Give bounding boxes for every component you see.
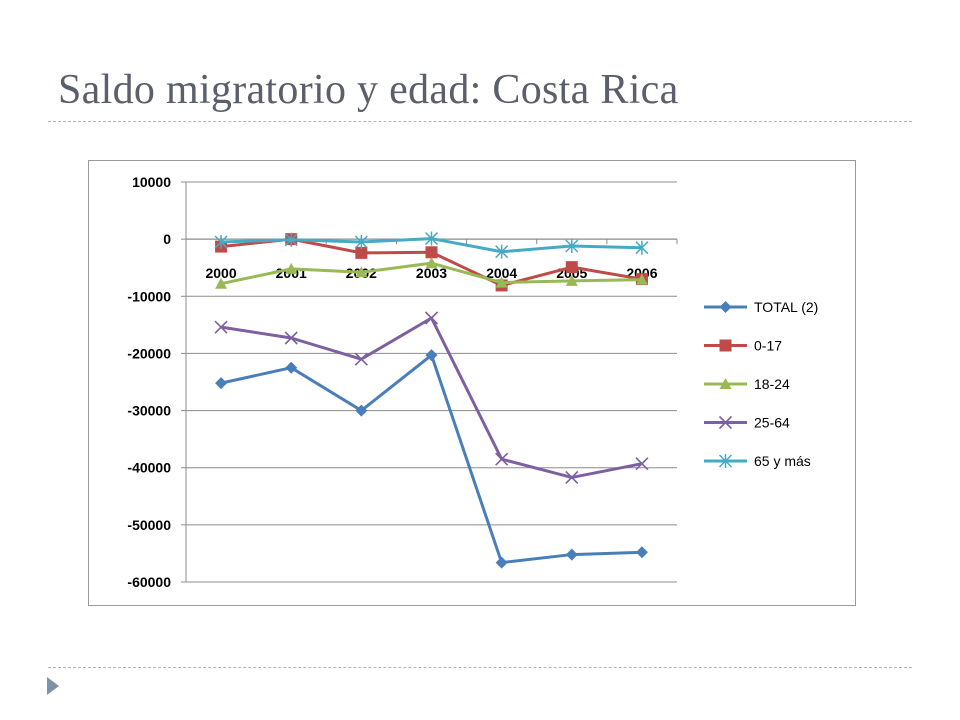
data-point-s3-2003 xyxy=(424,311,439,325)
y-tick-label: -40000 xyxy=(127,460,171,476)
data-point-s4-2006 xyxy=(635,240,649,255)
data-point-s2-2001 xyxy=(285,262,298,274)
chart-frame: 10000 0 -10000 -20000 -30000 -40000 -50000 -600… xyxy=(88,160,856,606)
data-point-s4-2000 xyxy=(214,235,228,249)
legend-marker-1 xyxy=(719,339,732,352)
data-point-s2-2006 xyxy=(635,273,648,285)
y-tick-label: -60000 xyxy=(127,574,171,590)
y-tick-label: 10000 xyxy=(132,174,171,190)
series-line-0 xyxy=(220,353,642,565)
x-tick-label-2004: 2004 xyxy=(486,265,517,281)
y-tick-label: -20000 xyxy=(127,345,171,361)
data-point-s0-2001 xyxy=(285,361,298,374)
legend-label-1: 0-17 xyxy=(754,338,782,354)
data-point-s1-2003 xyxy=(425,246,438,259)
legend-label-3: 25-64 xyxy=(754,415,790,431)
y-tick-label: -30000 xyxy=(127,403,171,419)
legend-label-0: TOTAL (2) xyxy=(754,299,818,315)
data-point-s0-2006 xyxy=(635,546,648,559)
data-point-s3-2004 xyxy=(495,452,509,466)
legend-marker-2 xyxy=(719,378,732,389)
y-tick-label: -50000 xyxy=(127,517,171,533)
data-point-s1-2002 xyxy=(355,246,368,259)
data-point-s0-2003 xyxy=(425,349,438,362)
title-divider xyxy=(48,121,912,122)
data-point-s2-2003 xyxy=(425,257,438,269)
legend-marker-3 xyxy=(718,415,733,430)
data-point-s3-2002 xyxy=(354,352,368,366)
y-tick-label: 0 xyxy=(163,231,171,247)
data-point-s2-2004 xyxy=(495,276,508,288)
x-tick-label-2003: 2003 xyxy=(416,265,447,281)
footer-divider xyxy=(48,667,912,668)
data-point-s4-2005 xyxy=(565,239,579,253)
data-point-s2-2002 xyxy=(355,266,368,278)
data-point-s4-2002 xyxy=(354,235,368,249)
slide-title: Saldo migratorio y edad: Costa Rica xyxy=(58,67,679,113)
data-point-s1-2005 xyxy=(565,261,578,274)
data-point-s2-2005 xyxy=(565,274,578,286)
legend-marker-0 xyxy=(719,301,732,313)
data-point-s2-2000 xyxy=(215,277,228,289)
data-point-s3-2001 xyxy=(284,331,298,345)
data-point-s0-2002 xyxy=(355,404,368,417)
y-tick-label: -10000 xyxy=(127,288,171,304)
data-point-s4-2004 xyxy=(495,244,509,259)
data-point-s4-2001 xyxy=(284,232,298,247)
legend-label-2: 18-24 xyxy=(754,376,790,392)
data-point-s0-2004 xyxy=(495,556,508,569)
data-point-s3-2006 xyxy=(635,457,649,471)
migration-line-chart: 10000 0 -10000 -20000 -30000 -40000 -50000 -600… xyxy=(127,174,818,590)
data-point-s3-2005 xyxy=(565,470,579,484)
data-point-s0-2005 xyxy=(565,548,578,561)
series-line-3 xyxy=(220,316,643,479)
x-tick-label-2000: 2000 xyxy=(205,265,236,281)
data-point-s3-2000 xyxy=(214,320,228,334)
data-point-s4-2003 xyxy=(424,231,439,246)
legend-label-4: 65 y más xyxy=(754,453,811,469)
legend-marker-4 xyxy=(718,454,733,468)
data-point-s0-2000 xyxy=(215,377,228,390)
bullet-triangle-icon xyxy=(47,677,59,695)
